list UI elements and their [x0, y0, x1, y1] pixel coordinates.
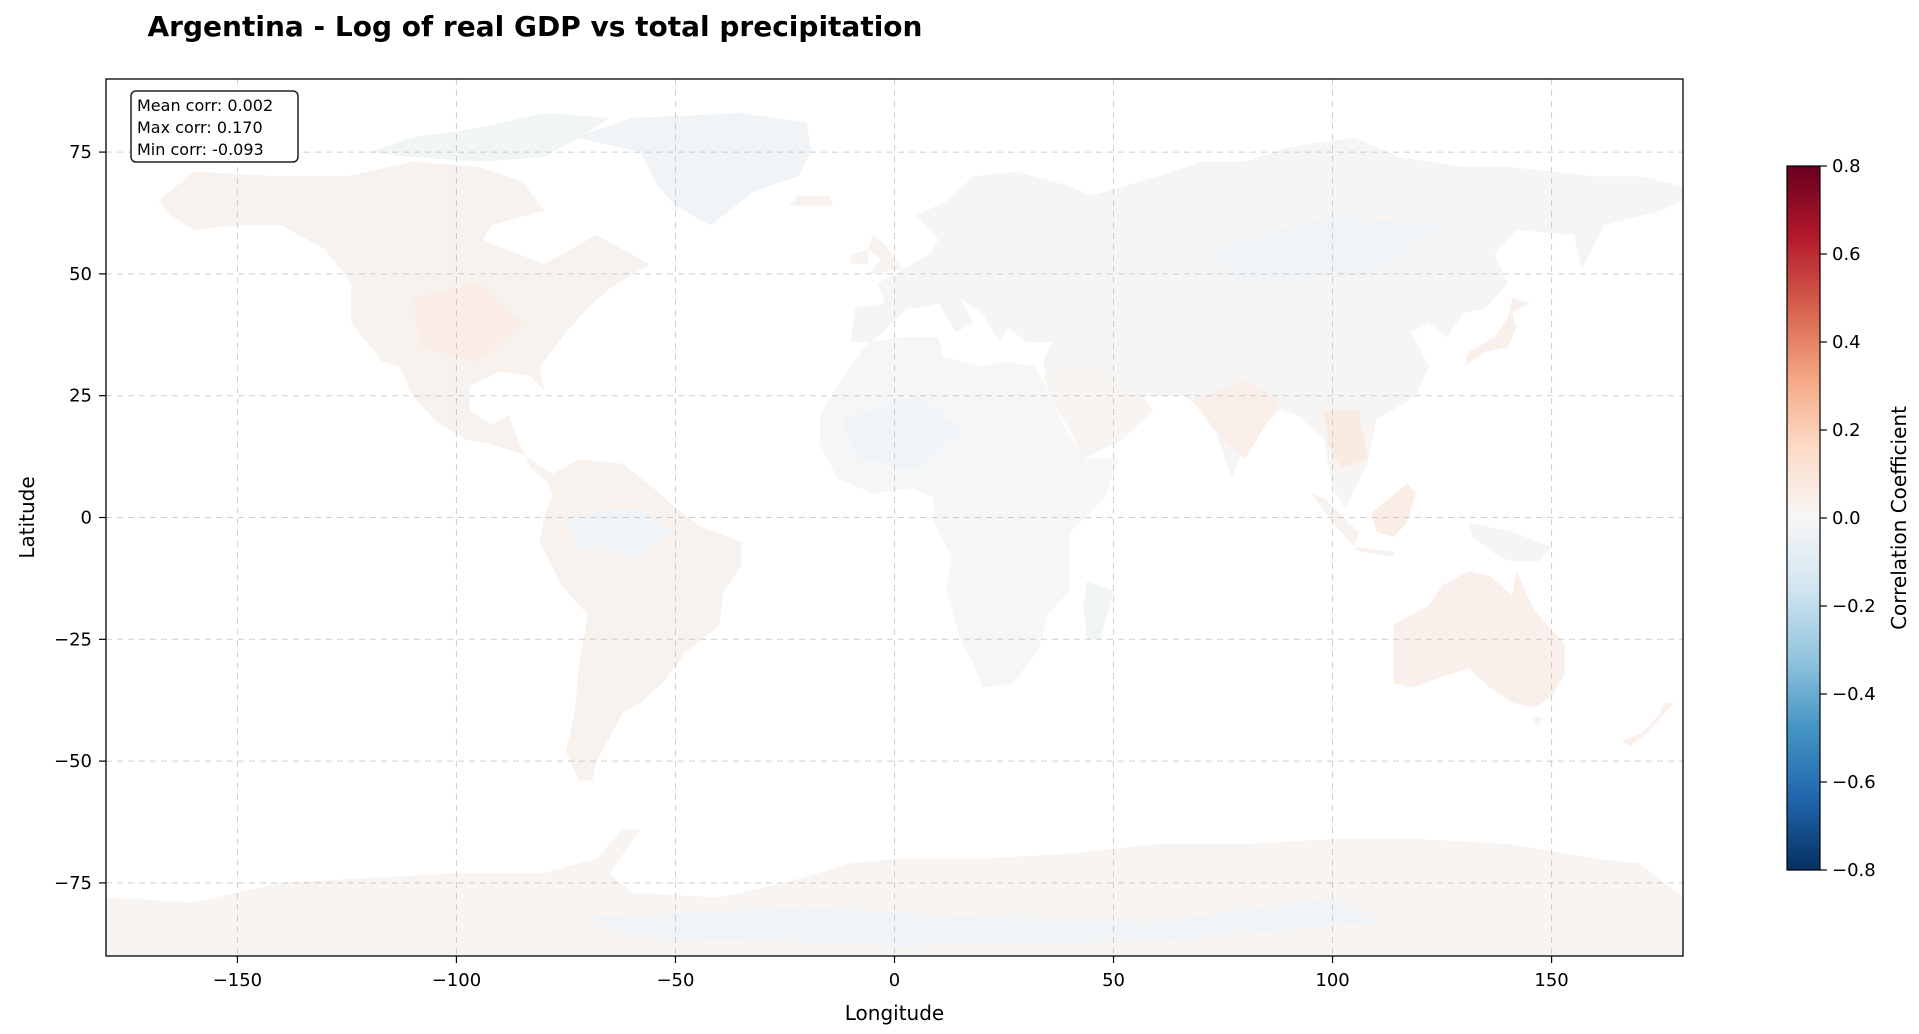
- region-ireland: [850, 249, 869, 265]
- correlation-field: [106, 113, 1683, 956]
- y-tick-label: 25: [69, 386, 92, 407]
- region-sahara-low: [841, 395, 961, 469]
- colorbar-tick-label: 0.6: [1832, 244, 1861, 265]
- region-java: [1354, 546, 1394, 557]
- x-tick-label: −100: [432, 970, 481, 991]
- region-eurasia: [850, 137, 1683, 508]
- region-sumatra: [1310, 493, 1359, 547]
- region-australia: [1393, 571, 1565, 708]
- x-tick-label: 150: [1534, 970, 1568, 991]
- stat-max: Max corr: 0.170: [137, 118, 263, 137]
- y-tick-label: 50: [69, 264, 92, 285]
- region-new-zealand: [1621, 702, 1675, 747]
- stat-mean: Mean corr: 0.002: [137, 96, 273, 115]
- colorbar-label: Correlation Coefficient: [1887, 406, 1911, 630]
- y-axis-label: Latitude: [15, 476, 39, 558]
- colorbar-tick-label: −0.6: [1832, 772, 1876, 793]
- colorbar-tick-label: 0.0: [1832, 508, 1861, 529]
- x-axis: −150 −100 −50 0 50 100 150: [213, 956, 1569, 991]
- chart-title: Argentina - Log of real GDP vs total pre…: [148, 10, 923, 43]
- colorbar-ticks: 0.8 0.6 0.4 0.2 0.0 −0.2 −0.4 −0.6 −0.8: [1820, 156, 1876, 881]
- grid: [106, 79, 1683, 956]
- colorbar-tick-label: −0.8: [1832, 860, 1876, 881]
- region-great-britain: [868, 234, 904, 274]
- stat-min: Min corr: -0.093: [137, 140, 264, 159]
- region-arabian-peninsula: [1043, 366, 1153, 455]
- y-tick-label: 0: [81, 508, 92, 529]
- region-amazon-low: [566, 507, 676, 557]
- y-tick-label: 75: [69, 142, 92, 163]
- region-madagascar: [1082, 580, 1114, 640]
- region-siberia-low: [1201, 215, 1443, 284]
- colorbar-tick-label: −0.4: [1832, 684, 1876, 705]
- colorbar-tick-label: 0.4: [1832, 332, 1861, 353]
- region-borneo: [1372, 483, 1416, 537]
- x-axis-label: Longitude: [845, 1001, 944, 1025]
- x-tick-label: 0: [889, 970, 900, 991]
- region-japan: [1464, 298, 1530, 367]
- x-tick-label: 50: [1102, 970, 1125, 991]
- y-tick-label: −25: [54, 629, 92, 650]
- region-antarctic-interior-low: [587, 897, 1377, 947]
- region-canadian-arctic-islands: [368, 113, 610, 162]
- region-indochina-high: [1323, 410, 1368, 469]
- y-tick-label: −50: [54, 751, 92, 772]
- colorbar: 0.8 0.6 0.4 0.2 0.0 −0.2 −0.4 −0.6 −0.8 Correlat…: [1786, 156, 1911, 881]
- region-iceland: [789, 195, 834, 206]
- map-plot-area[interactable]: [105, 78, 1684, 957]
- region-india-high: [1192, 381, 1280, 459]
- colorbar-gradient: [1786, 165, 1821, 871]
- colorbar-tick-label: 0.8: [1832, 156, 1861, 177]
- x-tick-label: −50: [656, 970, 694, 991]
- colorbar-tick-label: −0.2: [1832, 596, 1876, 617]
- x-tick-label: 100: [1315, 970, 1349, 991]
- stats-box-frame: [130, 90, 299, 163]
- x-tick-label: −150: [213, 970, 262, 991]
- colorbar-tick-label: 0.2: [1832, 420, 1861, 441]
- y-axis: 75 50 25 0 −25 −50 −75: [54, 142, 106, 894]
- region-north-america: [158, 161, 650, 479]
- y-tick-label: −75: [54, 873, 92, 894]
- stats-box: Mean corr: 0.002 Max corr: 0.170 Min cor…: [130, 90, 299, 163]
- region-tasmania: [1529, 717, 1543, 727]
- region-us-plains-high: [412, 283, 523, 362]
- region-new-guinea: [1468, 522, 1552, 562]
- region-greenland: [574, 113, 812, 226]
